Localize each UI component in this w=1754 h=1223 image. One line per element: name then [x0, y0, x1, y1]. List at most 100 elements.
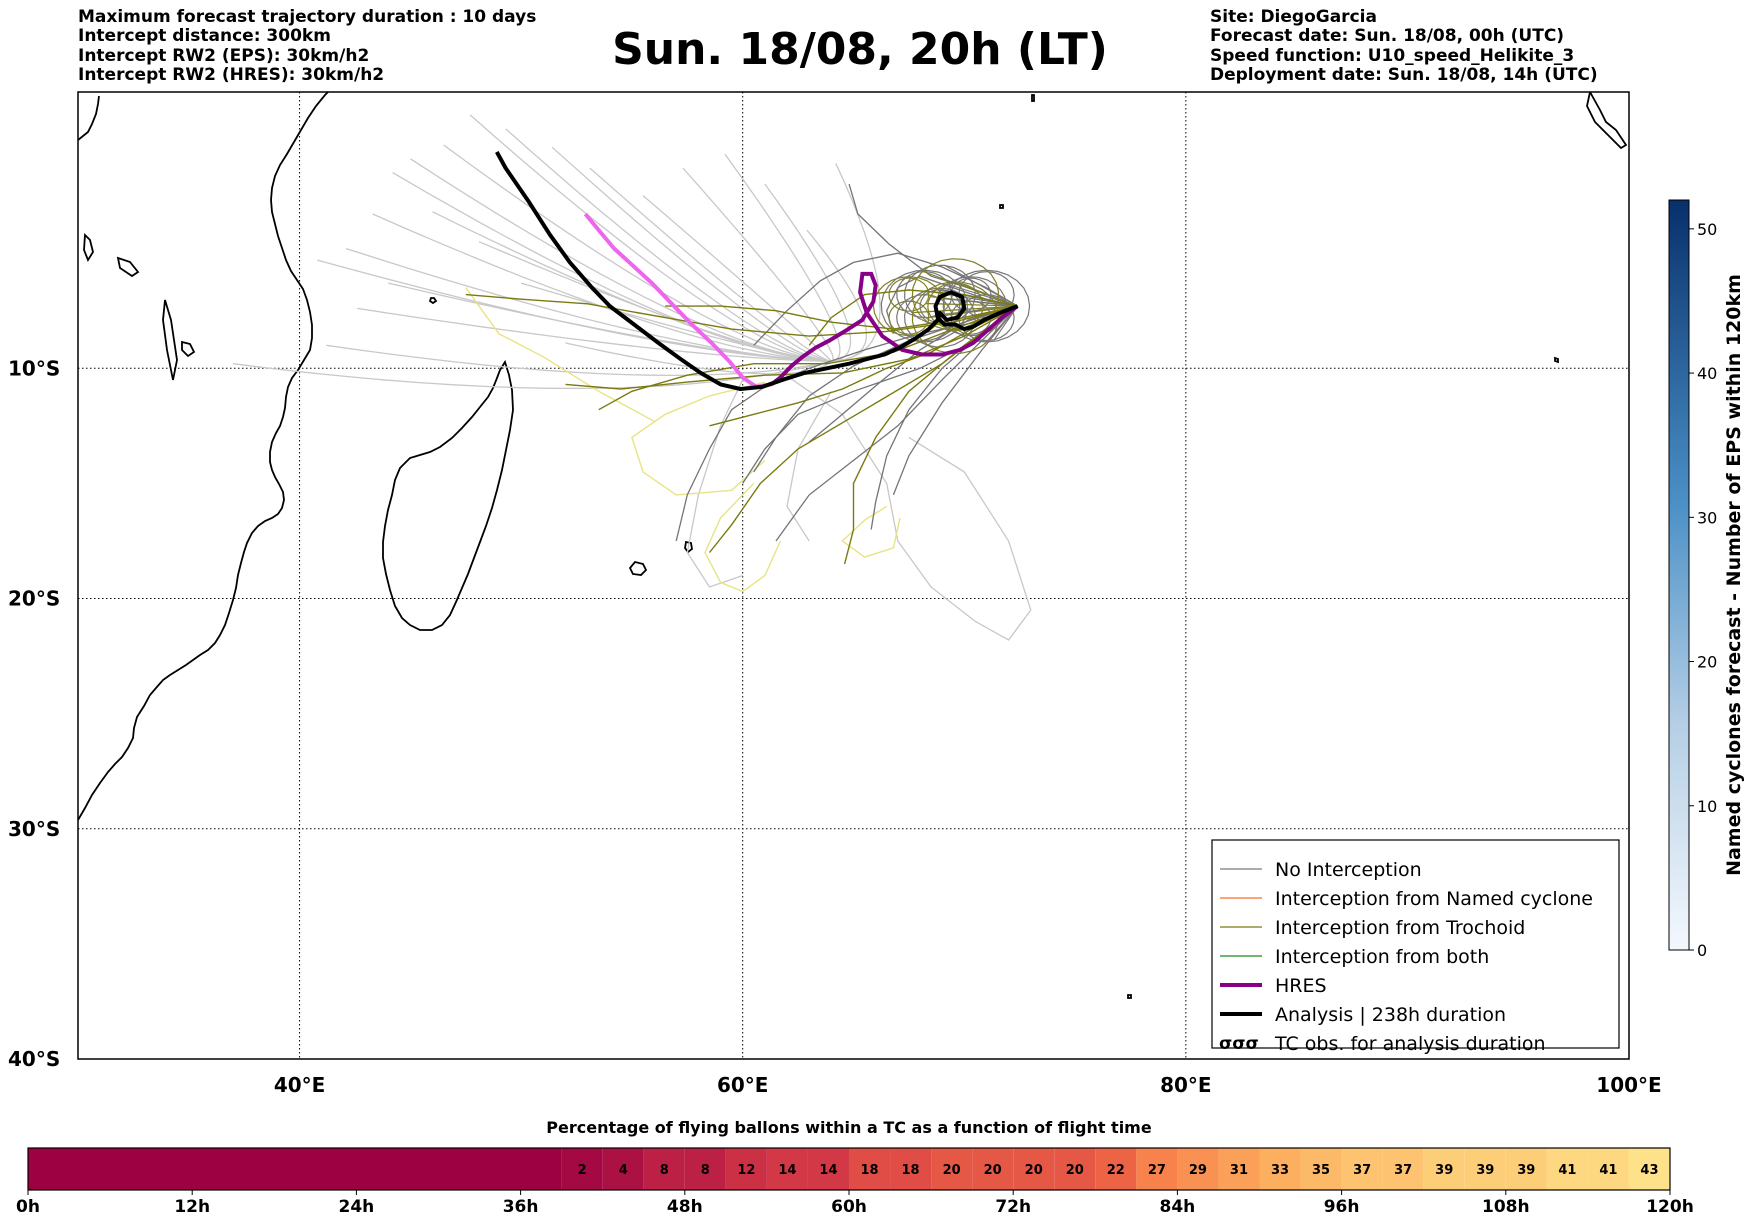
flight-time-tick-label: 0h	[16, 1197, 40, 1217]
legend-label: Interception from both	[1275, 946, 1489, 968]
lat-tick-label: 30°S	[8, 817, 60, 841]
chagos-island	[999, 204, 1004, 209]
axis-labels: 40°E 60°E 80°E 100°E 10°S 20°S 30°S 40°S	[8, 356, 1662, 1097]
flight-time-cell-value: 18	[902, 1163, 920, 1178]
trajectory-light-gray	[372, 213, 832, 363]
trajectory-light-gray	[724, 153, 841, 363]
flight-time-cell-value: 29	[1189, 1163, 1207, 1178]
trajectory-no-interception	[870, 305, 1018, 530]
gridlines	[78, 92, 1629, 1059]
africa-coastline	[78, 92, 330, 821]
analysis-trajectory	[495, 150, 1019, 391]
flight-time-cell	[1464, 1148, 1506, 1190]
reunion-island	[628, 560, 648, 576]
trajectory-light-gray	[505, 128, 832, 363]
flight-time-cell	[561, 1148, 603, 1190]
flight-time-cell-value: 31	[1230, 1163, 1248, 1178]
header-right-info: Site: DiegoGarcia Forecast date: Sun. 18…	[1210, 7, 1598, 85]
trajectory-light-gray	[806, 229, 868, 363]
flight-time-cell	[1341, 1148, 1383, 1190]
flight-time-cell-value: 4	[619, 1163, 628, 1178]
trajectory-light-gray	[317, 259, 832, 363]
legend-symbol: σσσ	[1219, 1034, 1259, 1054]
trajectory-no-interception	[848, 183, 1018, 307]
flight-time-cell	[643, 1148, 685, 1190]
flight-time-cell	[684, 1148, 726, 1190]
flight-time-cell-value: 18	[860, 1163, 878, 1178]
amsterdam-island	[1127, 994, 1132, 999]
arabia-somalia-coast	[78, 95, 100, 141]
flight-time-cell	[1546, 1148, 1588, 1190]
legend-label: Analysis | 238h duration	[1275, 1004, 1506, 1026]
flight-time-cell	[849, 1148, 891, 1190]
flight-time-cell-empty	[28, 1148, 562, 1190]
trajectory-loop	[919, 289, 1018, 324]
flight-time-cell	[1382, 1148, 1424, 1190]
trajectory-trochoid	[565, 305, 1018, 390]
trajectory-no-interception	[675, 305, 1018, 542]
flight-time-cell-value: 12	[737, 1163, 755, 1178]
colorbar-tick-label: 50	[1697, 220, 1717, 239]
trajectory-light-gray	[786, 390, 832, 542]
lat-tick-label: 40°S	[8, 1047, 60, 1071]
flight-time-cell	[1177, 1148, 1219, 1190]
flight-time-cell-value: 20	[1025, 1163, 1043, 1178]
comoros-island	[181, 340, 196, 358]
mauritius-island	[684, 540, 693, 554]
flight-time-cell	[1300, 1148, 1342, 1190]
colorbar-label: Named cyclones forecast - Number of EPS …	[1723, 274, 1745, 876]
trajectory-loop	[904, 264, 1018, 325]
trajectories-layer	[233, 114, 1032, 641]
flight-time-cell-value: 20	[1066, 1163, 1084, 1178]
cocos-island	[1554, 356, 1559, 364]
trajectory-light-gray	[326, 344, 832, 377]
right-colorbar: 0 10 20 30 40 50 Named cyclones forecast - Num…	[1668, 199, 1745, 960]
trajectory-light-gray	[520, 282, 832, 363]
trajectory-light-gray	[565, 342, 832, 375]
flight-time-tick-label: 48h	[667, 1197, 703, 1217]
trajectory-yellow	[631, 381, 766, 496]
flight-time-cell-value: 20	[984, 1163, 1002, 1178]
map-frame	[77, 91, 1630, 1060]
trajectory-no-interception	[886, 275, 1018, 334]
trajectory-loop	[958, 270, 1018, 319]
trajectory-loop	[950, 300, 1018, 335]
hres-trajectory-faded	[583, 212, 772, 389]
trajectory-light-gray	[764, 183, 852, 363]
header-line: Intercept RW2 (HRES): 30km/h2	[78, 64, 385, 85]
trajectory-no-interception	[808, 305, 1018, 443]
trajectory-light-gray	[392, 172, 832, 363]
map-title: Sun. 18/08, 20h (LT)	[612, 24, 1108, 75]
legend-label: Interception from Named cyclone	[1275, 888, 1593, 910]
trajectory-light-gray	[233, 360, 832, 390]
trajectory-light-gray	[686, 379, 744, 588]
trajectory-loop	[911, 258, 1018, 332]
trajectory-loop	[872, 276, 1018, 337]
flight-time-cell-value: 41	[1599, 1163, 1617, 1178]
trajectory-light-gray	[443, 144, 832, 363]
flight-time-cell-value: 22	[1107, 1163, 1125, 1178]
flight-time-cell	[1054, 1148, 1096, 1190]
flight-time-tick-label: 108h	[1482, 1197, 1530, 1217]
flight-time-bar: Percentage of flying ballons within a TC…	[16, 1118, 1694, 1217]
trajectory-yellow	[704, 482, 782, 593]
trajectory-no-interception	[753, 305, 1018, 473]
lat-tick-label: 10°S	[8, 356, 60, 380]
trajectory-trochoid	[808, 289, 1018, 346]
flight-time-cell-value: 41	[1558, 1163, 1576, 1178]
map-background	[78, 92, 1629, 1059]
trajectory-loop	[888, 277, 1018, 312]
flight-time-cell-value: 35	[1312, 1163, 1330, 1178]
flight-time-tick-label: 84h	[1160, 1197, 1196, 1217]
trajectory-trochoid	[598, 305, 1018, 411]
flight-time-cell-value: 8	[701, 1163, 710, 1178]
flight-time-cell	[766, 1148, 808, 1190]
flight-time-cell-value: 14	[819, 1163, 837, 1178]
trajectory-loop	[896, 271, 1018, 319]
flight-time-cell	[1013, 1148, 1055, 1190]
hres-trajectory	[770, 271, 1019, 386]
trajectory-loop	[896, 293, 1018, 342]
flight-time-cell-value: 8	[660, 1163, 669, 1178]
maldives-island	[1031, 94, 1035, 102]
trajectory-trochoid	[665, 305, 1018, 330]
